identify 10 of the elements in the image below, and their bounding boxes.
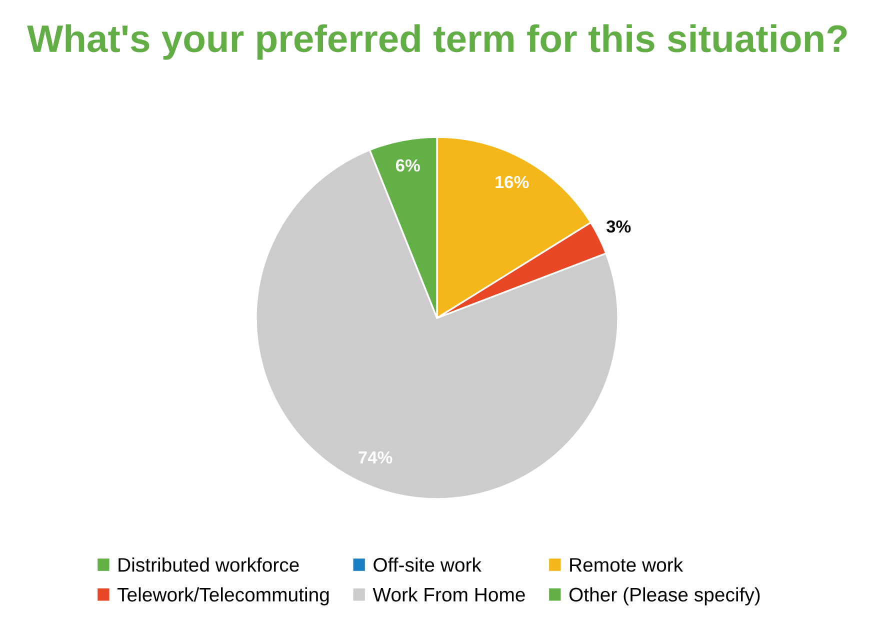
chart-title: What's your preferred term for this situation? — [27, 24, 847, 60]
data-label: 3% — [606, 220, 631, 233]
legend-label: Telework/Telecommuting — [117, 587, 329, 606]
legend-label: Off-site work — [374, 558, 482, 572]
legend-label: Work From Home — [372, 587, 525, 602]
data-label: 6% — [396, 159, 420, 172]
legend-label: Remote work — [570, 558, 684, 572]
legend-label: Distributed workforce — [118, 558, 299, 572]
data-label: 16% — [496, 176, 529, 188]
legend-label: Other (Please specify) — [569, 587, 760, 606]
